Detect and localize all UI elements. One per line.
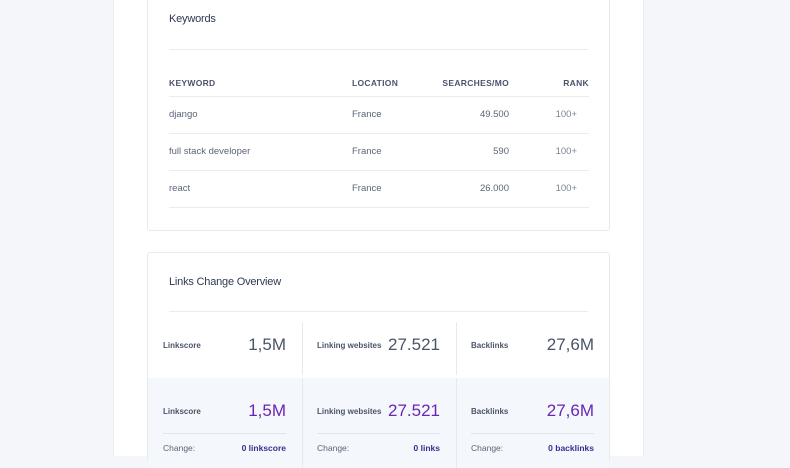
metric-value: 27.521 — [388, 401, 440, 420]
metric-value: 1,5M — [248, 335, 286, 354]
divider — [302, 378, 303, 468]
header-keyword[interactable]: KEYWORD — [169, 78, 216, 88]
metric-label: Linking websites — [317, 341, 382, 350]
table-header: KEYWORD LOCATION SEARCHES/MO RANK — [169, 70, 589, 97]
rank-cell: 100+ — [555, 146, 577, 157]
header-searches[interactable]: SEARCHES/MO — [442, 78, 509, 88]
change-value: 0 links — [414, 443, 440, 453]
searches-cell: 26.000 — [479, 183, 509, 194]
metric-value: 1,5M — [248, 401, 286, 420]
current-metrics-row: Linkscore 1,5M Linking websites 27.521 B… — [148, 322, 609, 378]
keyword-cell: react — [169, 183, 191, 194]
keyword-cell: django — [169, 109, 198, 120]
table-row[interactable]: full stack developer France 590 100+ — [169, 134, 589, 171]
change-label: Change: — [317, 443, 350, 453]
change-linking-websites: Linking websites 27.521 Change: 0 links — [302, 378, 456, 468]
table-row[interactable]: django France 49.500 100+ — [169, 97, 589, 134]
change-unit: linkscore — [248, 443, 286, 453]
change-value: 0 backlinks — [548, 443, 594, 453]
change-label: Change: — [471, 443, 504, 453]
rank-cell: 100+ — [555, 183, 577, 194]
divider — [317, 433, 440, 434]
header-location[interactable]: LOCATION — [352, 78, 399, 88]
metric-linkscore: Linkscore 1,5M — [148, 322, 302, 378]
location-cell: France — [352, 146, 382, 157]
metric-label: Linkscore — [163, 407, 201, 416]
metric-label: Linking websites — [317, 407, 382, 416]
change-metrics-row: Linkscore 1,5M Change: 0 linkscore Linki… — [148, 378, 609, 468]
metric-backlinks: Backlinks 27,6M — [456, 322, 610, 378]
searches-cell: 590 — [493, 146, 509, 157]
location-cell: France — [352, 109, 382, 120]
metric-value: 27,6M — [546, 401, 594, 420]
metric-label: Backlinks — [471, 407, 509, 416]
keyword-cell: full stack developer — [169, 146, 251, 157]
rank-cell: 100+ — [555, 109, 577, 120]
change-number: 0 — [548, 443, 553, 453]
links-overview-card: Links Change Overview Linkscore 1,5M Lin… — [147, 252, 610, 468]
change-number: 0 — [241, 443, 247, 453]
keywords-title: Keywords — [169, 13, 216, 25]
divider — [163, 433, 286, 434]
change-number: 0 — [413, 443, 419, 453]
metric-label: Backlinks — [471, 341, 509, 350]
change-linkscore: Linkscore 1,5M Change: 0 linkscore — [148, 378, 302, 468]
metric-label: Linkscore — [163, 341, 201, 350]
divider — [471, 433, 594, 434]
divider — [456, 378, 457, 468]
change-unit: backlinks — [555, 443, 594, 453]
metric-value: 27.521 — [388, 335, 440, 354]
divider — [302, 322, 303, 375]
divider — [169, 311, 588, 312]
location-cell: France — [352, 183, 382, 194]
divider — [169, 49, 588, 50]
header-rank[interactable]: RANK — [563, 78, 589, 88]
links-overview-title: Links Change Overview — [169, 276, 281, 288]
metric-linking-websites: Linking websites 27.521 — [302, 322, 456, 378]
change-backlinks: Backlinks 27,6M Change: 0 backlinks — [456, 378, 610, 468]
divider — [456, 322, 457, 375]
change-unit: links — [420, 443, 440, 453]
searches-cell: 49.500 — [479, 109, 509, 120]
change-value: 0 linkscore — [242, 443, 286, 453]
metric-value: 27,6M — [546, 335, 594, 354]
keywords-card: Keywords KEYWORD LOCATION SEARCHES/MO RA… — [147, 0, 610, 231]
keywords-table: KEYWORD LOCATION SEARCHES/MO RANK django… — [169, 70, 589, 208]
change-label: Change: — [163, 443, 196, 453]
table-row[interactable]: react France 26.000 100+ — [169, 171, 589, 208]
